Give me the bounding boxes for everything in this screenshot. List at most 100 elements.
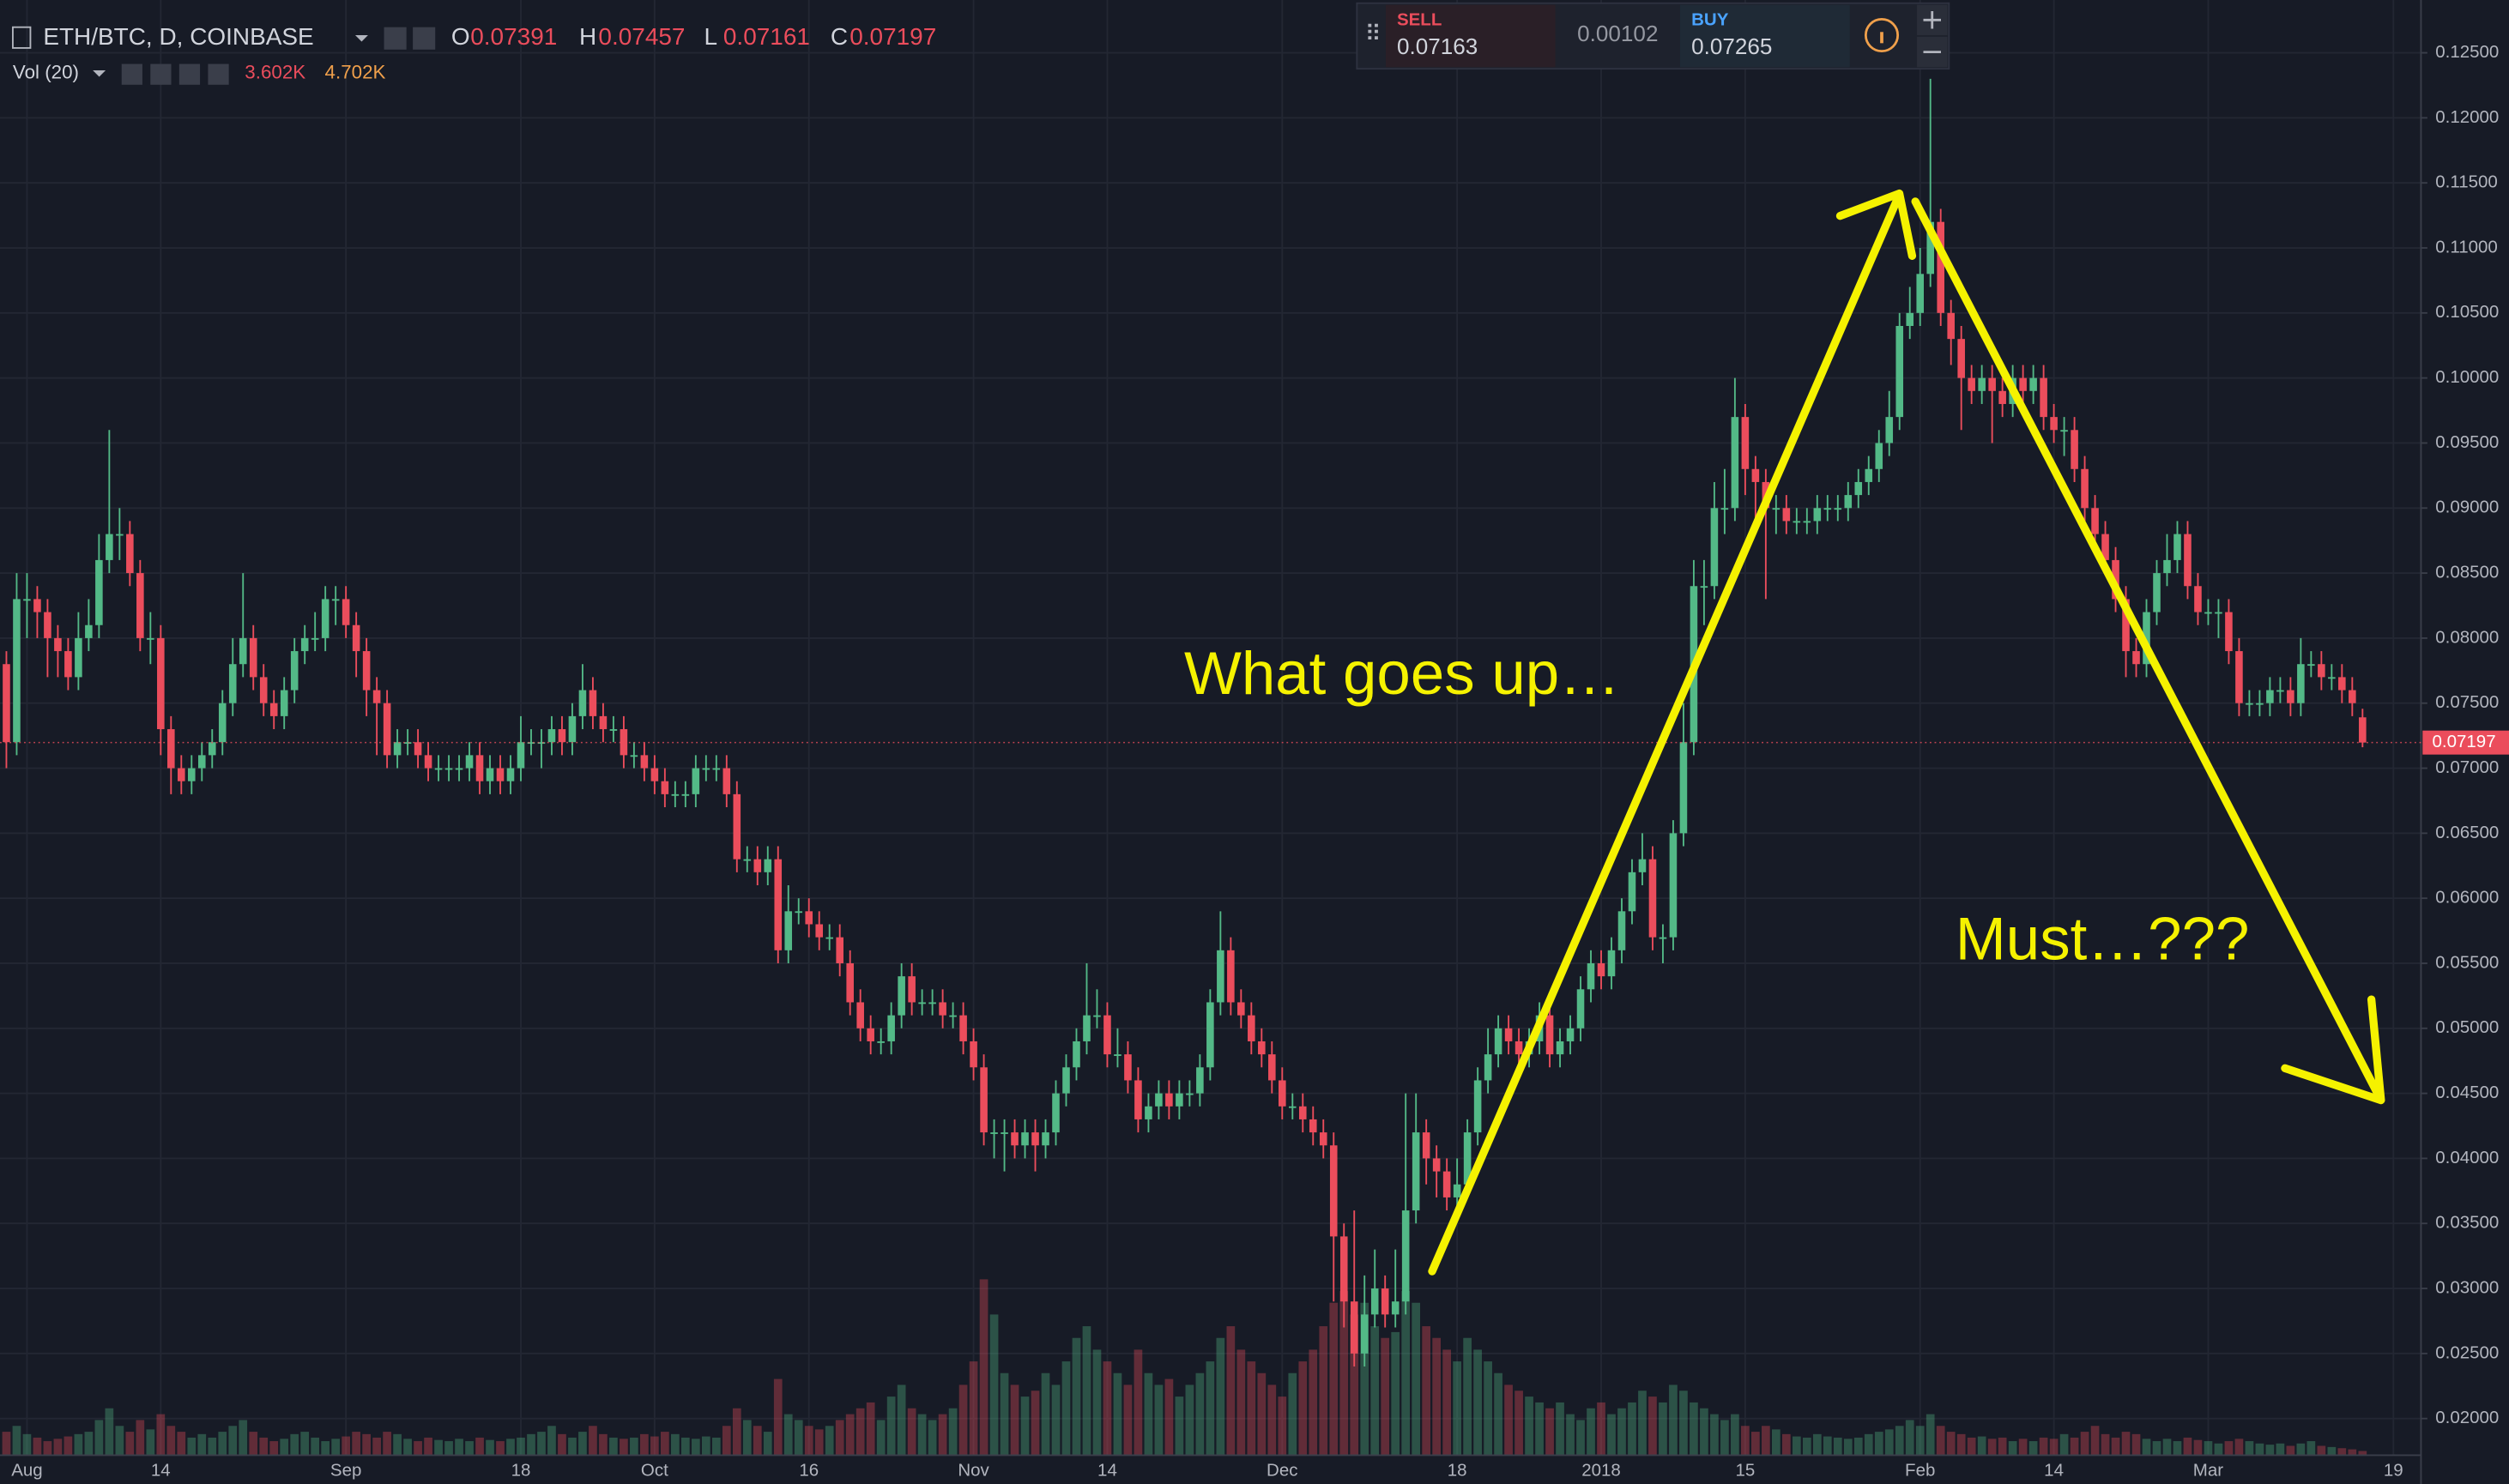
candle-body [815,924,824,938]
candle-body [630,755,638,757]
volume-bar [1442,1349,1451,1456]
volume-bar [2286,1445,2295,1456]
volume-bar [825,1426,834,1456]
candle-body [1659,937,1667,939]
buy-button[interactable] [1680,4,1850,68]
volume-bar [1895,1426,1904,1456]
volume-bar [1031,1390,1040,1456]
candle-body [126,534,134,574]
volume-bar [1134,1349,1143,1456]
volume-title[interactable]: Vol (20) [13,62,79,83]
volume-bar [1792,1436,1801,1456]
candle-body [2256,703,2264,705]
volume-bar [640,1433,649,1456]
candle-body [1381,1288,1389,1315]
candle-body [23,599,31,601]
candle-body [1279,1080,1286,1107]
y-tick-label: 0.03500 [2435,1213,2499,1233]
volume-bar [1977,1436,1986,1456]
candle-body [208,742,216,756]
volume-bar [1103,1361,1112,1456]
volume-bar [2204,1441,2213,1456]
candle-body [1566,1028,1575,1041]
volume-bar [753,1426,762,1456]
annotation: What goes up… [1184,640,1620,708]
eye-icon[interactable] [384,27,407,50]
candle-body [475,755,484,781]
volume-bar [855,1408,865,1456]
candle-body [331,599,340,601]
drag-handle[interactable]: ⠿ [1365,21,1381,46]
sell-button[interactable] [1385,4,1556,68]
candle-body [383,703,391,756]
y-tick-label: 0.06000 [2435,888,2499,908]
volume-bar [146,1429,155,1456]
symbol-dropdown[interactable] [354,35,368,42]
settings-icon[interactable] [413,27,436,50]
volume-bar [465,1441,474,1456]
volume-bar [403,1439,412,1456]
candle-body [1926,221,1934,274]
volume-bar [2070,1437,2079,1456]
volume-bar [372,1437,381,1456]
candle-body [239,637,247,665]
candle-body [486,768,494,781]
volume-bar [1298,1361,1308,1456]
volume-bar [2080,1432,2089,1456]
volume-bar [691,1439,700,1456]
x-tick-label: 15 [1735,1461,1755,1481]
volume-bar [2152,1441,2161,1456]
candle-body [1442,1171,1451,1197]
volume-bar [1781,1433,1791,1456]
candle-body [887,1015,895,1041]
volume-bar [1762,1426,1770,1456]
candle-body [1093,1015,1101,1017]
volume-bar [218,1432,227,1456]
candle-body [218,703,227,743]
candle-body [1906,312,1914,326]
zoom-icons [1923,11,1941,53]
info-icon[interactable] [1864,17,1900,53]
volume-bar [1195,1372,1205,1456]
volume-bar [352,1432,360,1456]
volume-bar [506,1439,515,1456]
candle-body [558,729,566,743]
candle-body [825,937,833,939]
volume-bar [630,1437,638,1456]
candle-body [106,534,113,560]
volume-bar [1669,1384,1678,1456]
volume-bar [1628,1402,1636,1456]
volume-bar [2142,1439,2151,1456]
volume-bar [1000,1372,1009,1456]
volume-bar [1010,1384,1019,1456]
candle-body [188,768,196,781]
volume-bar [1267,1384,1277,1456]
volume-bar [1956,1433,1966,1456]
candle-body [609,729,618,731]
candle-body [178,768,185,781]
candle-body [1145,1106,1152,1119]
volume-dropdown[interactable] [93,70,106,77]
volume-bar [1607,1414,1616,1456]
ohlc-label: H [579,23,596,50]
volume-bar [866,1402,875,1456]
candle-body [1947,312,1955,340]
add-icon[interactable] [178,63,201,85]
volume-bar [2296,1443,2306,1456]
y-tick-label: 0.04500 [2435,1083,2499,1102]
remove-icon[interactable] [208,63,229,85]
eye-icon[interactable] [121,63,142,85]
volume-bar [475,1437,484,1456]
candle-body [33,599,41,612]
volume-bar [2224,1441,2234,1456]
settings-icon[interactable] [150,63,172,85]
collapse-icon[interactable] [11,26,32,49]
candle-body [2359,717,2367,743]
chart-title[interactable]: ETH/BTC, D, COINBASE [43,23,313,50]
volume-bar [2039,1437,2048,1456]
volume-bar [1915,1426,1925,1456]
volume-bar [1154,1384,1164,1456]
volume-bar [342,1436,350,1456]
volume-bar [1247,1361,1256,1456]
volume-bar [1422,1326,1431,1456]
